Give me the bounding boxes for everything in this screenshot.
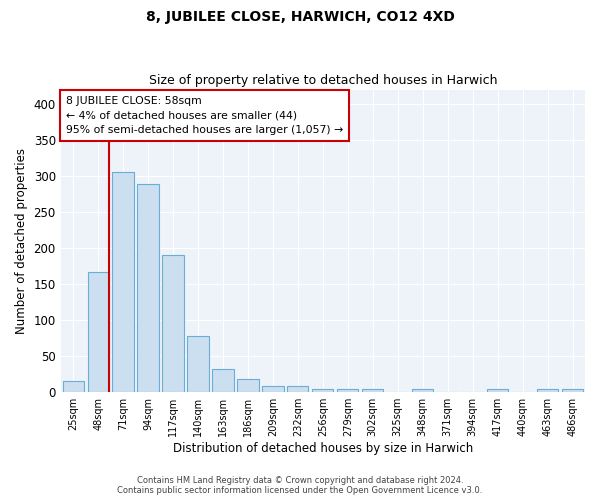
Bar [562,390,583,392]
Text: Contains HM Land Registry data © Crown copyright and database right 2024.
Contai: Contains HM Land Registry data © Crown c… [118,476,482,495]
Text: 8 JUBILEE CLOSE: 58sqm
← 4% of detached houses are smaller (44)
95% of semi-deta: 8 JUBILEE CLOSE: 58sqm ← 4% of detached … [66,96,343,135]
Y-axis label: Number of detached properties: Number of detached properties [15,148,28,334]
Bar [362,388,383,392]
Title: Size of property relative to detached houses in Harwich: Size of property relative to detached ho… [149,74,497,87]
Bar [112,172,134,392]
Text: 8, JUBILEE CLOSE, HARWICH, CO12 4XD: 8, JUBILEE CLOSE, HARWICH, CO12 4XD [146,10,454,24]
Bar [312,388,334,392]
Bar [487,390,508,392]
Bar [88,272,109,392]
X-axis label: Distribution of detached houses by size in Harwich: Distribution of detached houses by size … [173,442,473,455]
Bar [238,379,259,392]
Bar [412,388,433,392]
Bar [262,386,284,392]
Bar [187,336,209,392]
Bar [163,254,184,392]
Bar [537,390,558,392]
Bar [62,382,84,392]
Bar [337,388,358,392]
Bar [212,369,233,392]
Bar [287,386,308,392]
Bar [137,184,158,392]
